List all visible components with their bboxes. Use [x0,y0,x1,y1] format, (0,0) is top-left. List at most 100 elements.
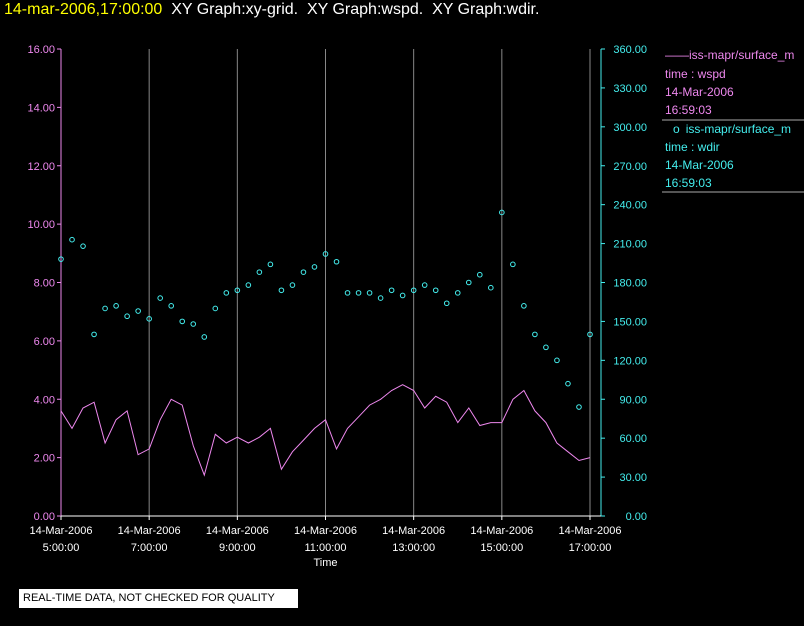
series-line-wspd [60,384,591,477]
series-point-wdir-11 [179,318,186,325]
x-axis-label: Time [313,557,337,569]
x-tick-date-2: 14-Mar-2006 [206,525,269,537]
series-point-wdir-42 [521,303,527,309]
series-point-wdir-14 [212,305,219,312]
series-point-wdir-16 [234,287,241,294]
series-point-wdir-5 [113,303,119,309]
series-point-wdir-40 [499,209,505,216]
series-point-wdir-4 [102,305,108,312]
quality-disclaimer: REAL-TIME DATA, NOT CHECKED FOR QUALITY [19,589,298,608]
x-tick-date-6: 14-Mar-2006 [559,525,622,537]
y-right-tick-label-6: 180.00 [613,278,647,290]
title-graph-wdir: XY Graph:wdir. [432,1,540,18]
series-point-wdir-30 [388,287,395,294]
series-point-wdir-15 [223,290,230,296]
legend-entry-wdir: o iss-mapr/surface_m [665,122,791,136]
y-right-tick-label-4: 120.00 [613,355,647,367]
series-point-wdir-41 [510,261,516,268]
x-tick-time-1: 7:00:00 [131,542,168,554]
y-left-tick-label-5: 10.00 [27,219,55,231]
y-right-tick-label-11: 330.00 [613,83,647,95]
y-right-tick-label-5: 150.00 [613,316,647,328]
series-point-wdir-46 [565,380,571,387]
legend-entry-wspd: ——iss-mapr/surface_m [665,48,794,62]
title-graph-xy-grid: XY Graph:xy-grid. [171,1,299,18]
series-point-wdir-0 [58,256,64,262]
x-tick-time-5: 15:00:00 [480,542,523,554]
series-point-wdir-27 [355,290,362,296]
y-left-tick-label-4: 8.00 [34,278,55,290]
series-point-wdir-25 [333,258,340,265]
y-right-tick-label-10: 300.00 [613,122,647,134]
series-point-wdir-24 [322,251,329,257]
series-point-wdir-47 [576,404,582,410]
series-point-wdir-13 [201,334,208,340]
series-point-wdir-44 [543,344,549,351]
series-point-wdir-36 [454,290,461,296]
x-tick-date-5: 14-Mar-2006 [470,525,533,537]
series-point-wdir-10 [168,303,175,309]
y-right-tick-label-2: 60.00 [619,433,647,445]
x-tick-date-3: 14-Mar-2006 [294,525,357,537]
series-point-wdir-3 [91,331,97,338]
x-tick-time-2: 9:00:00 [219,542,256,554]
series-point-wdir-37 [465,279,472,286]
y-left-tick-label-2: 4.00 [34,394,55,406]
title-timestamp: 14-mar-2006,17:00:00 [4,1,163,18]
y-right-tick-label-8: 240.00 [613,200,647,212]
series-point-wdir-1 [69,236,75,243]
y-right-tick-label-0: 0.00 [626,511,647,523]
series-point-wdir-39 [488,284,494,291]
series-point-wdir-29 [377,295,384,301]
y-right-tick-label-1: 30.00 [619,472,647,484]
series-point-wdir-2 [80,243,86,249]
x-tick-time-0: 5:00:00 [43,542,80,554]
series-point-wdir-20 [278,287,285,294]
legend-wspd-marker: —— [665,48,689,62]
series-point-wdir-21 [289,282,296,288]
legend-wspd-var: time : wspd [665,67,726,81]
legend-wspd-time: 16:59:03 [665,103,712,117]
y-left-tick-label-1: 2.00 [34,453,55,465]
legend-wspd-name: iss-mapr/surface_m [689,48,795,62]
chart-title: 14-mar-2006,17:00:00 XY Graph:xy-grid. X… [4,1,539,19]
y-right-tick-label-3: 90.00 [619,394,647,406]
series-point-wdir-34 [432,287,439,294]
series-point-wdir-12 [190,321,197,327]
legend-wspd-date: 14-Mar-2006 [665,85,734,99]
series-point-wdir-26 [344,290,351,296]
series-point-wdir-43 [532,331,538,338]
series-point-wdir-23 [311,264,318,270]
legend-wdir-marker: o [673,122,680,136]
series-point-wdir-31 [399,292,406,299]
series-point-wdir-19 [267,261,274,268]
x-tick-date-0: 14-Mar-2006 [30,525,93,537]
legend-wdir-date: 14-Mar-2006 [665,158,734,172]
series-point-wdir-32 [410,287,417,294]
legend-wdir-var: time : wdir [665,140,720,154]
series-point-wdir-35 [443,300,450,307]
series-point-wdir-9 [157,295,163,301]
x-tick-time-4: 13:00:00 [392,542,435,554]
series-point-wdir-22 [300,269,307,275]
series-point-wdir-6 [124,313,130,320]
legend-wdir-name: iss-mapr/surface_m [685,122,792,136]
y-left-tick-label-7: 14.00 [27,102,55,114]
x-tick-time-6: 17:00:00 [569,542,612,554]
y-left-tick-label-8: 16.00 [27,44,55,56]
series-point-wdir-38 [476,271,483,278]
series-point-wdir-28 [366,290,373,296]
x-tick-date-1: 14-Mar-2006 [118,525,181,537]
series-point-wdir-7 [135,308,141,314]
x-tick-date-4: 14-Mar-2006 [382,525,445,537]
y-left-tick-label-6: 12.00 [27,161,55,173]
y-left-tick-label-3: 6.00 [34,336,55,348]
legend-wdir-time: 16:59:03 [665,176,712,190]
series-point-wdir-8 [146,316,152,322]
x-tick-time-3: 11:00:00 [304,542,346,554]
y-right-tick-label-12: 360.00 [613,44,647,56]
series-point-wdir-48 [587,331,593,338]
y-left-tick-label-0: 0.00 [34,511,55,523]
title-graph-wspd: XY Graph:wspd. [306,1,424,18]
